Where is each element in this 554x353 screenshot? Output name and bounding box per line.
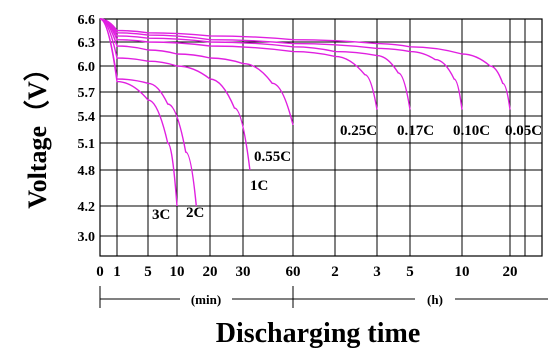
curve-label-1c: 1C [250, 178, 268, 194]
curve-label-0.55c: 0.55C [254, 149, 291, 165]
plot-frame [99, 18, 543, 257]
x-tick-labels: 0 1 5 10 20 30 60 2 3 5 10 20 [96, 264, 517, 280]
y-tick-label: 4.2 [78, 200, 96, 215]
x-tick-label: 10 [170, 264, 185, 280]
x-tick-label: 5 [406, 264, 414, 280]
y-tick-label: 6.3 [78, 36, 96, 51]
y-tick-label: 3.0 [78, 230, 96, 245]
y-tick-labels: 6.6 6.3 6.0 5.7 5.4 5.1 4.8 4.2 3.0 [78, 13, 96, 245]
curve-0.10c [99, 18, 463, 110]
curve-label-3c: 3C [152, 207, 170, 223]
x-tick-label: 20 [503, 264, 518, 280]
y-tick-label: 5.4 [78, 110, 96, 125]
curve-labels: 0.05C 0.10C 0.17C 0.25C 0.55C 1C 2C 3C [152, 123, 542, 223]
x-tick-label: 3 [373, 264, 381, 280]
unit-label-h: (h) [427, 292, 443, 307]
curve-label-0.10c: 0.10C [453, 123, 490, 139]
x-tick-label: 10 [455, 264, 470, 280]
y-tick-label: 5.1 [78, 137, 96, 152]
curve-label-0.05c: 0.05C [505, 123, 542, 139]
x-tick-label: 1 [113, 264, 121, 280]
x-tick-label: 2 [331, 264, 339, 280]
y-axis-title: Voltage（V） [23, 55, 52, 209]
x-tick-label: 30 [236, 264, 251, 280]
curve-0.55c [99, 18, 294, 126]
x-tick-label: 20 [203, 264, 218, 280]
curve-0.17c [99, 18, 411, 110]
curve-label-2c: 2C [186, 205, 204, 221]
x-axis-title: Discharging time [216, 318, 421, 349]
curve-1c [99, 18, 251, 171]
x-tick-label: 60 [286, 264, 301, 280]
y-tick-label: 5.7 [78, 86, 96, 101]
curve-3c [99, 18, 178, 207]
x-tick-label: 5 [144, 264, 152, 280]
x-unit-brackets: (min) (h) [99, 286, 548, 308]
y-tick-label: 6.6 [78, 13, 96, 28]
x-tick-label: 0 [96, 264, 104, 280]
unit-label-min: (min) [191, 292, 221, 307]
y-tick-label: 4.8 [78, 164, 96, 179]
curve-label-0.25c: 0.25C [340, 123, 377, 139]
discharge-curves [99, 18, 511, 207]
curve-0.05c [99, 18, 511, 110]
y-tick-label: 6.0 [78, 60, 96, 75]
curve-label-0.17c: 0.17C [397, 123, 434, 139]
curve-0.25c [99, 18, 378, 110]
